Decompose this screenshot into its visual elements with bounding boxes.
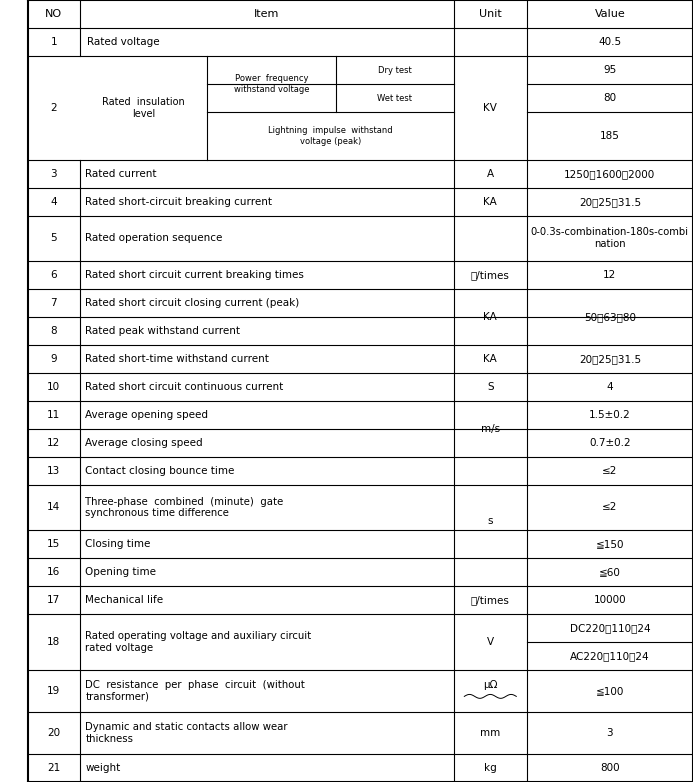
Text: Lightning  impulse  withstand
voltage (peak): Lightning impulse withstand voltage (pea…: [268, 126, 393, 145]
Text: 8: 8: [51, 326, 57, 335]
Text: 50、63、80: 50、63、80: [584, 312, 636, 321]
Text: ≤2: ≤2: [602, 502, 617, 512]
Text: μΩ: μΩ: [483, 680, 498, 691]
Text: Opening time: Opening time: [85, 567, 156, 577]
Text: 3: 3: [606, 728, 613, 738]
Text: 16: 16: [47, 567, 60, 577]
Text: weight: weight: [85, 763, 121, 773]
Text: 4: 4: [51, 197, 57, 206]
Text: DC220、110、24: DC220、110、24: [570, 622, 650, 633]
Text: 6: 6: [51, 270, 57, 280]
Text: ≦100: ≦100: [596, 686, 624, 696]
Text: 17: 17: [47, 595, 60, 604]
Text: 7: 7: [51, 298, 57, 307]
Text: 0-0.3s-combination-180s-combi
nation: 0-0.3s-combination-180s-combi nation: [531, 228, 689, 249]
Text: Mechanical life: Mechanical life: [85, 595, 164, 604]
Text: Rated  insulation
level: Rated insulation level: [102, 97, 185, 119]
Text: KA: KA: [484, 353, 497, 364]
Text: 10: 10: [47, 382, 60, 392]
Text: 9: 9: [51, 353, 57, 364]
Text: 0.7±0.2: 0.7±0.2: [589, 438, 631, 448]
Text: KV: KV: [483, 103, 498, 113]
Text: AC220、110、24: AC220、110、24: [570, 651, 649, 661]
Text: Value: Value: [595, 9, 625, 19]
Text: 20、25、31.5: 20、25、31.5: [579, 353, 641, 364]
Text: Rated short circuit continuous current: Rated short circuit continuous current: [85, 382, 283, 392]
Text: Rated short-time withstand current: Rated short-time withstand current: [85, 353, 269, 364]
Text: mm: mm: [480, 728, 500, 738]
Text: 2: 2: [51, 103, 57, 113]
Text: Rated peak withstand current: Rated peak withstand current: [85, 326, 240, 335]
Text: 11: 11: [47, 410, 60, 420]
Text: Three-phase  combined  (minute)  gate
synchronous time difference: Three-phase combined (minute) gate synch…: [85, 497, 283, 518]
Text: 12: 12: [47, 438, 60, 448]
Text: 20: 20: [47, 728, 60, 738]
Text: DC  resistance  per  phase  circuit  (without
transformer): DC resistance per phase circuit (without…: [85, 680, 305, 701]
Text: 19: 19: [47, 686, 60, 696]
Text: Wet test: Wet test: [378, 94, 412, 102]
Text: Contact closing bounce time: Contact closing bounce time: [85, 466, 235, 476]
Text: Dry test: Dry test: [378, 66, 412, 74]
Text: 次/times: 次/times: [471, 595, 510, 604]
Text: Rated short circuit current breaking times: Rated short circuit current breaking tim…: [85, 270, 304, 280]
Text: Rated current: Rated current: [85, 169, 157, 179]
Text: 14: 14: [47, 502, 60, 512]
Text: Rated short circuit closing current (peak): Rated short circuit closing current (pea…: [85, 298, 299, 307]
Text: 5: 5: [51, 233, 57, 243]
Text: 13: 13: [47, 466, 60, 476]
Text: 1: 1: [51, 37, 57, 47]
Text: ≤2: ≤2: [602, 466, 617, 476]
Text: 1.5±0.2: 1.5±0.2: [589, 410, 631, 420]
Text: 21: 21: [47, 763, 60, 773]
Text: 95: 95: [603, 65, 617, 75]
Text: Item: Item: [254, 9, 279, 19]
Text: kg: kg: [484, 763, 497, 773]
Text: 次/times: 次/times: [471, 270, 510, 280]
Text: 4: 4: [606, 382, 613, 392]
Text: Power  frequency
withstand voltage: Power frequency withstand voltage: [234, 74, 309, 94]
Text: 10000: 10000: [593, 595, 626, 604]
Text: Rated short-circuit breaking current: Rated short-circuit breaking current: [85, 197, 272, 206]
Text: 800: 800: [600, 763, 620, 773]
Text: Average closing speed: Average closing speed: [85, 438, 203, 448]
Text: S: S: [487, 382, 493, 392]
Text: Dynamic and static contacts allow wear
thickness: Dynamic and static contacts allow wear t…: [85, 722, 288, 744]
Text: Rated voltage: Rated voltage: [87, 37, 159, 47]
Text: 3: 3: [51, 169, 57, 179]
Text: NO: NO: [45, 9, 62, 19]
Text: Rated operating voltage and auxiliary circuit
rated voltage: Rated operating voltage and auxiliary ci…: [85, 631, 311, 653]
Text: ≦150: ≦150: [595, 539, 624, 549]
Text: V: V: [486, 637, 494, 647]
Text: s: s: [488, 516, 493, 526]
Text: Average opening speed: Average opening speed: [85, 410, 208, 420]
Text: 1250、1600、2000: 1250、1600、2000: [564, 169, 656, 179]
Text: 40.5: 40.5: [598, 37, 622, 47]
Text: KA: KA: [484, 197, 497, 206]
Text: 15: 15: [47, 539, 60, 549]
Text: Rated operation sequence: Rated operation sequence: [85, 233, 222, 243]
Text: Unit: Unit: [479, 9, 502, 19]
Text: 18: 18: [47, 637, 60, 647]
Text: ≦60: ≦60: [599, 567, 621, 577]
Text: Closing time: Closing time: [85, 539, 150, 549]
Text: A: A: [486, 169, 494, 179]
Text: m/s: m/s: [481, 424, 500, 434]
Text: 80: 80: [604, 93, 616, 103]
Text: 185: 185: [600, 131, 620, 141]
Text: 20、25、31.5: 20、25、31.5: [579, 197, 641, 206]
Text: KA: KA: [484, 312, 497, 321]
Text: 12: 12: [603, 270, 617, 280]
